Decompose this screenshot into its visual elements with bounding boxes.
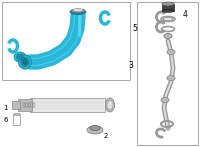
Bar xyxy=(14,113,19,115)
Ellipse shape xyxy=(161,97,169,102)
Ellipse shape xyxy=(14,52,26,62)
Bar xyxy=(12,101,20,109)
Ellipse shape xyxy=(18,55,32,69)
Ellipse shape xyxy=(162,2,174,6)
Ellipse shape xyxy=(167,76,175,81)
Ellipse shape xyxy=(70,10,86,15)
Text: 4: 4 xyxy=(183,10,188,19)
Ellipse shape xyxy=(164,34,172,39)
Ellipse shape xyxy=(107,101,113,110)
Ellipse shape xyxy=(16,54,24,60)
Bar xyxy=(18,99,32,111)
Bar xyxy=(162,4,174,11)
Bar xyxy=(2,2,130,80)
Text: 6: 6 xyxy=(3,117,8,123)
Ellipse shape xyxy=(162,10,174,12)
Ellipse shape xyxy=(71,9,85,13)
Bar xyxy=(137,2,198,145)
Ellipse shape xyxy=(23,60,27,65)
Ellipse shape xyxy=(163,17,173,20)
Ellipse shape xyxy=(21,57,29,66)
Ellipse shape xyxy=(87,126,103,134)
Text: 5: 5 xyxy=(132,24,137,32)
Ellipse shape xyxy=(106,98,114,112)
Ellipse shape xyxy=(73,9,83,11)
Text: 1: 1 xyxy=(3,105,8,111)
Bar xyxy=(30,98,105,112)
Ellipse shape xyxy=(90,126,100,131)
Text: 3: 3 xyxy=(128,61,133,70)
Bar xyxy=(13,114,20,125)
Ellipse shape xyxy=(167,50,175,55)
Text: 2: 2 xyxy=(104,133,108,139)
